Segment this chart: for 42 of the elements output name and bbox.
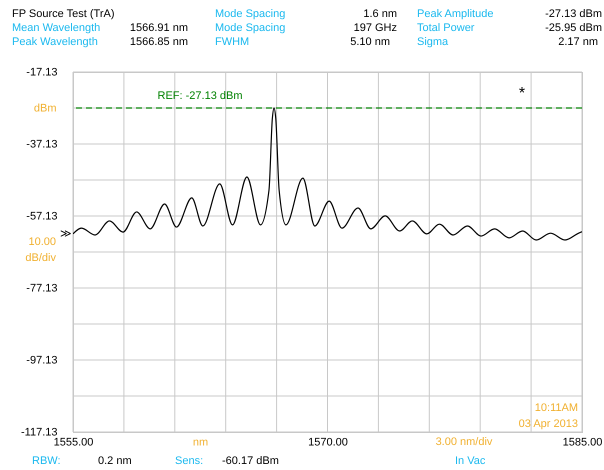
y-tick-label: -97.13 xyxy=(26,354,58,366)
y-tick-label: -77.13 xyxy=(26,282,58,294)
annotation: * xyxy=(518,85,526,102)
text: 5.10 nm xyxy=(350,36,390,48)
annotation: 03 Apr 2013 xyxy=(518,418,578,430)
text: ≫ xyxy=(60,228,72,240)
x-axis-title: nm xyxy=(192,436,208,448)
text: 2.17 nm xyxy=(558,36,598,48)
text: 1566.85 nm xyxy=(130,36,188,48)
y-tick-label: -37.13 xyxy=(26,138,58,150)
text: 0.2 nm xyxy=(98,455,132,467)
y-tick-label: -17.13 xyxy=(26,66,58,78)
text: Mode Spacing xyxy=(215,22,286,34)
text: 3.00 nm/div xyxy=(436,436,493,448)
text: Sens: xyxy=(175,455,204,467)
text: RBW: xyxy=(32,455,61,467)
text: 10.00 xyxy=(28,236,56,248)
annotation: 10:11AM xyxy=(534,402,578,414)
chart-title: FP Source Test (TrA) xyxy=(12,8,114,20)
text: Sigma xyxy=(417,36,450,48)
x-tick-label: 1555.00 xyxy=(54,436,94,448)
y-axis-title: dBm xyxy=(34,102,56,114)
text: -60.17 dBm xyxy=(222,455,279,467)
y-tick-label: -117.13 xyxy=(21,426,58,438)
text: Peak Wavelength xyxy=(12,36,98,48)
text: 197 GHz xyxy=(354,22,397,34)
text: 1566.91 nm xyxy=(130,22,188,34)
text: -27.13 dBm xyxy=(545,8,602,20)
text: Mode Spacing xyxy=(215,8,286,20)
text: Total Power xyxy=(417,22,475,34)
text: -25.95 dBm xyxy=(545,22,602,34)
y-tick-label: -57.13 xyxy=(26,210,58,222)
text: FWHM xyxy=(215,36,250,48)
line-series xyxy=(73,107,582,241)
text: In Vac xyxy=(455,455,486,467)
x-tick-label: 1570.00 xyxy=(308,436,348,448)
ref-line-label: REF: -27.13 dBm xyxy=(158,90,242,102)
text: Peak Amplitude xyxy=(417,8,494,20)
text: dB/div xyxy=(25,252,56,264)
text: Mean Wavelength xyxy=(12,22,100,34)
text: 1.6 nm xyxy=(363,8,397,20)
x-tick-label: 1585.00 xyxy=(562,436,602,448)
